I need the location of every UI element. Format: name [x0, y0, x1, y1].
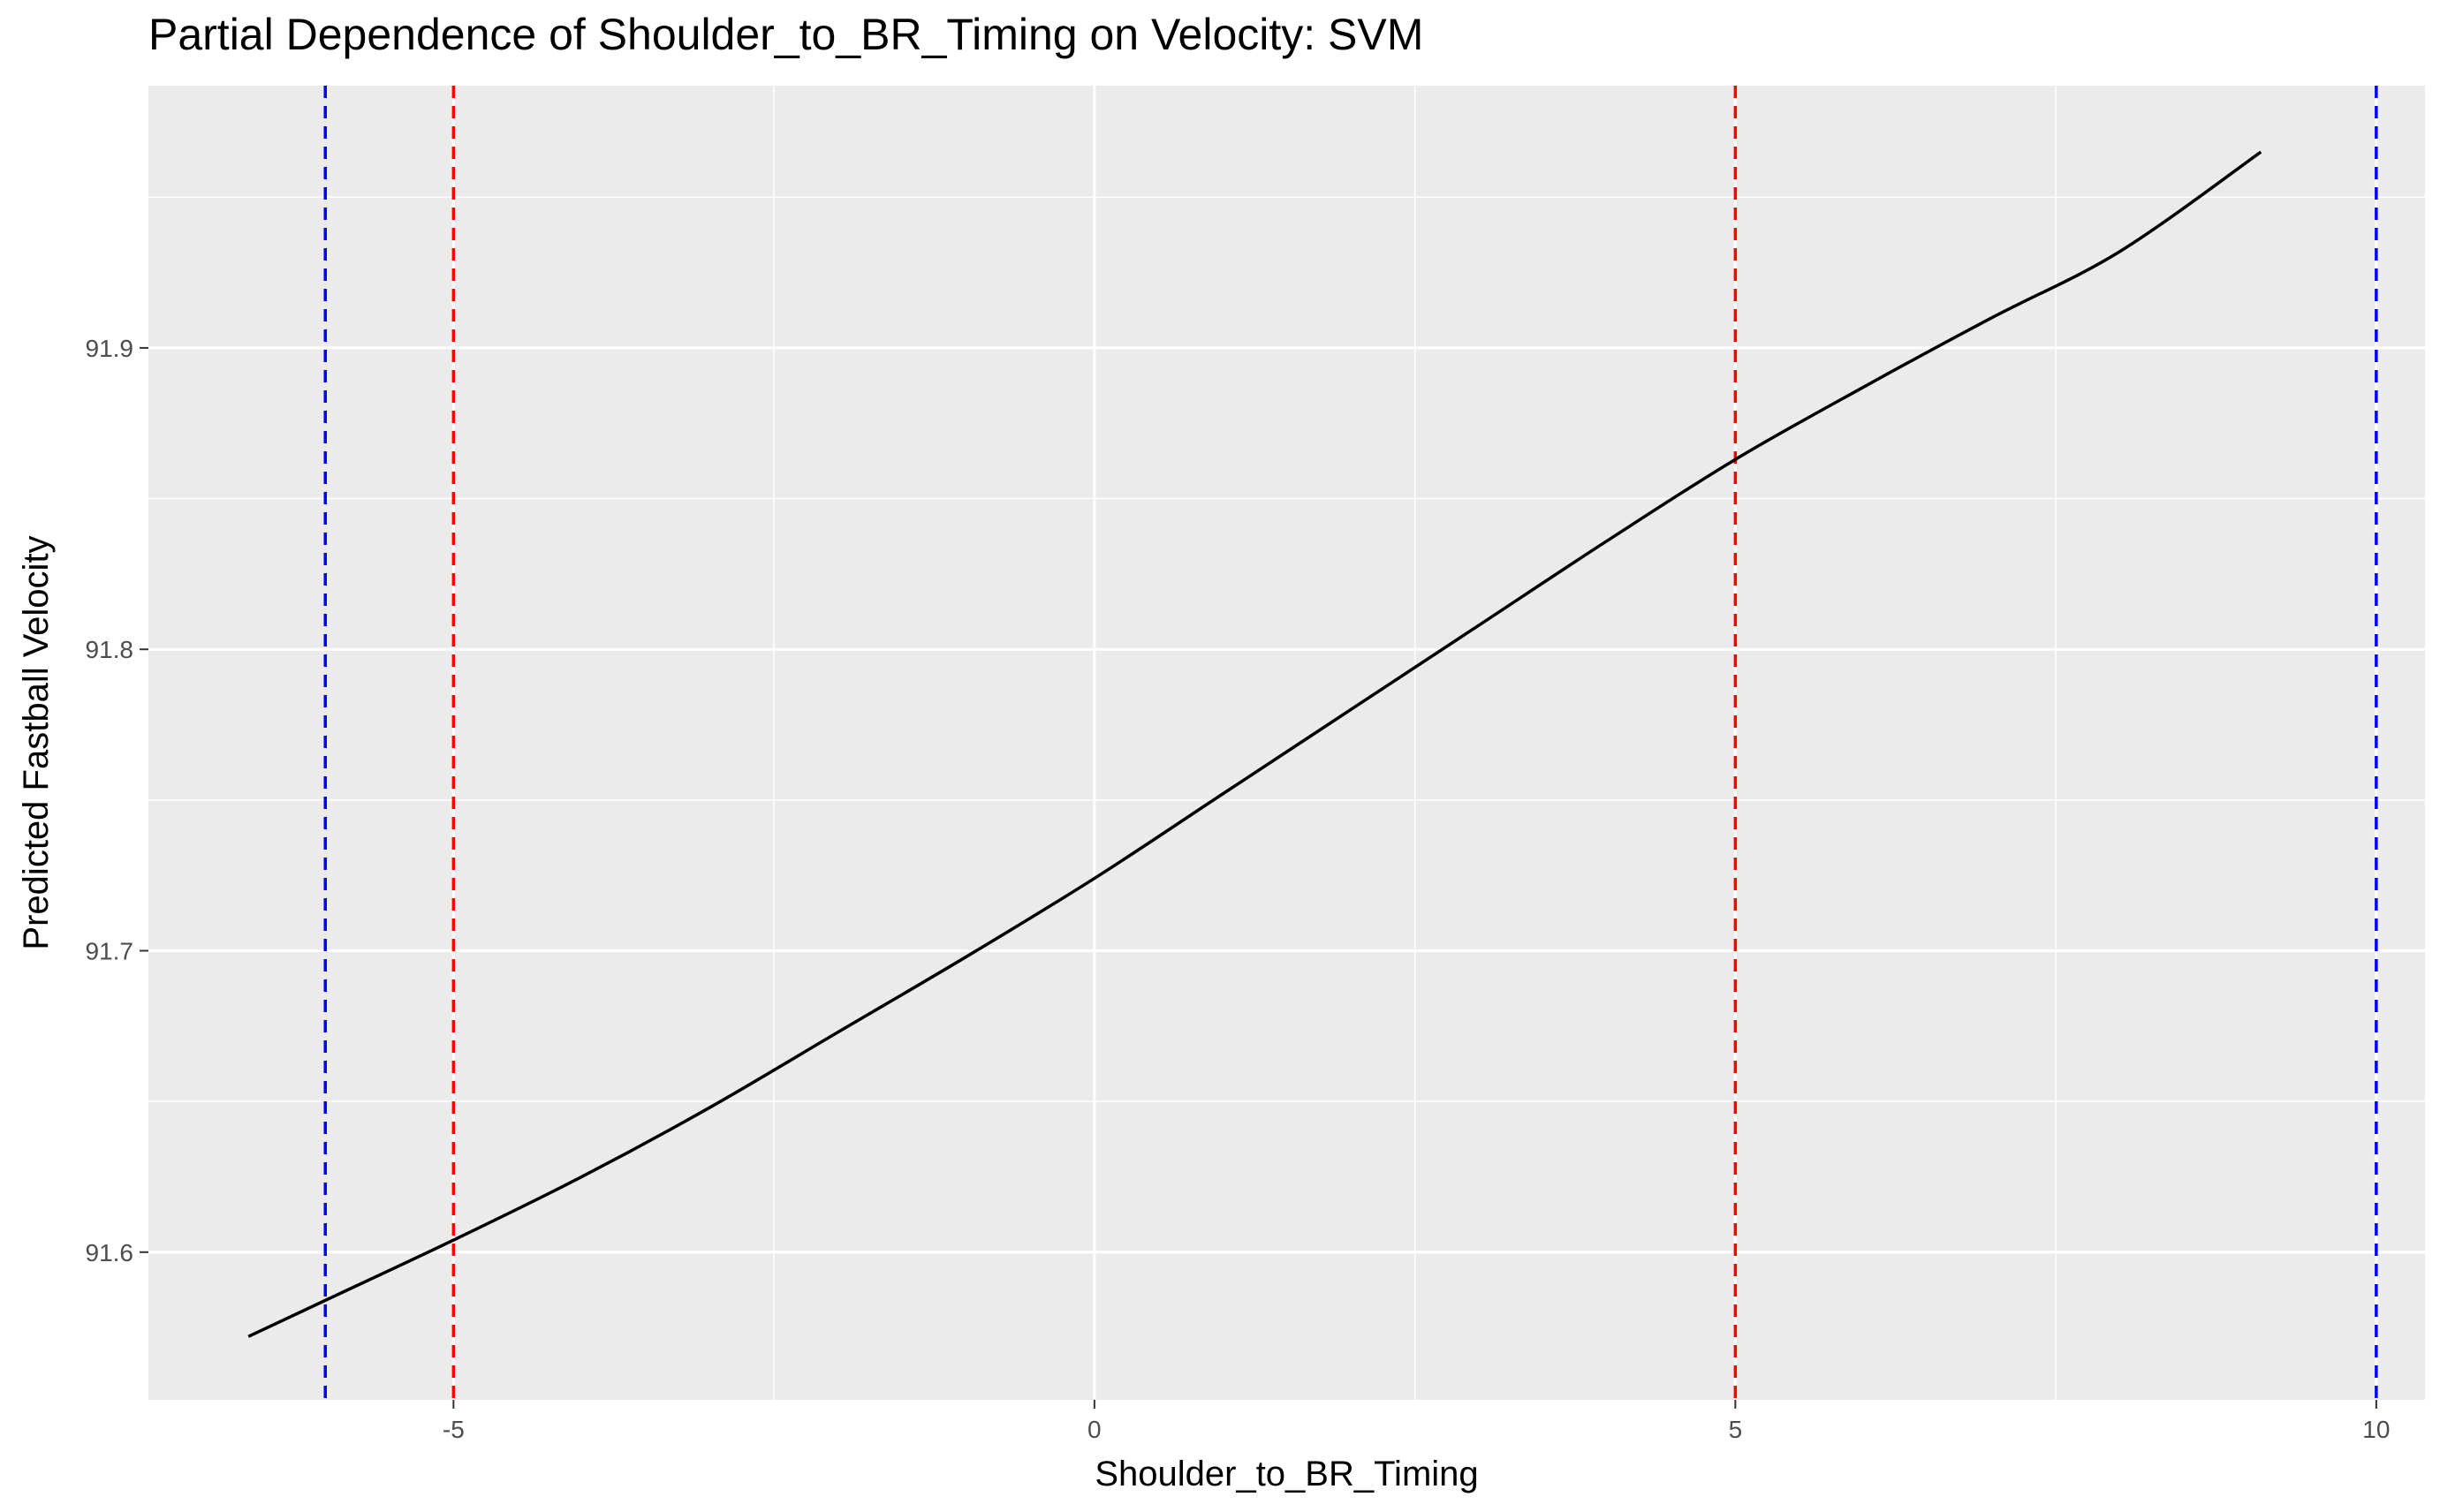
minor-gridlines: [148, 86, 2425, 1400]
y-tick-label: 91.6: [86, 1239, 134, 1266]
x-axis-title: Shoulder_to_BR_Timing: [1095, 1455, 1478, 1493]
reference-lines: [323, 86, 2378, 1400]
y-axis: 91.6 91.7 91.8 91.9: [86, 335, 148, 1266]
plot-panel: [148, 86, 2425, 1400]
chart-title: Partial Dependence of Shoulder_to_BR_Tim…: [148, 10, 1424, 59]
y-tick-label: 91.9: [86, 335, 134, 362]
x-tick-label: 0: [1087, 1416, 1102, 1443]
x-tick-label: -5: [443, 1416, 465, 1443]
y-tick-label: 91.7: [86, 937, 134, 964]
x-axis: -5 0 5 10: [443, 1400, 2390, 1443]
y-tick-label: 91.8: [86, 636, 134, 663]
x-tick-label: 5: [1729, 1416, 1743, 1443]
series-line: [247, 150, 2262, 1338]
y-axis-title: Predicted Fastball Velocity: [17, 535, 56, 949]
x-tick-label: 10: [2362, 1416, 2390, 1443]
